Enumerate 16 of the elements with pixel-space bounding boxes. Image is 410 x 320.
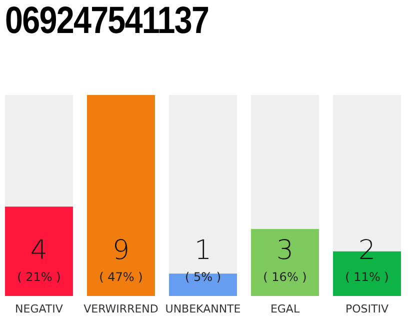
annotation: ( 47% ) [99,270,143,284]
x-tick-label: UNBEKANNTE [165,302,241,316]
bar [169,274,237,296]
x-tick-label: NEGATIV [15,302,64,316]
data-label: 9 [112,235,130,266]
annotation: ( 16% ) [263,270,307,284]
x-tick-label: POSITIV [346,302,389,316]
x-tick-label: EGAL [270,302,300,316]
chart-title: 069247541137 [5,0,209,42]
annotation: ( 5% ) [184,270,222,284]
annotation: ( 21% ) [17,270,61,284]
data-label: 3 [276,235,294,266]
data-label: 1 [194,235,212,266]
x-tick-label: VERWIRREND [84,302,158,316]
annotation: ( 11% ) [345,270,389,284]
data-label: 4 [30,235,48,266]
